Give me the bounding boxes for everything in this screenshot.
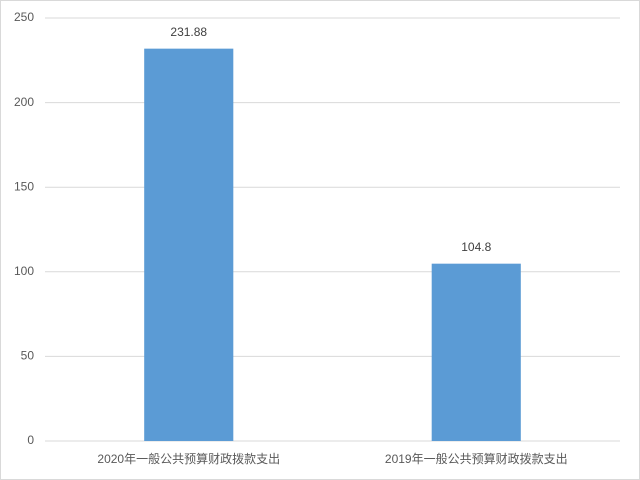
- y-tick-label: 50: [21, 349, 35, 363]
- bar: [431, 263, 521, 441]
- data-label: 231.88: [170, 25, 207, 39]
- y-tick-label: 100: [14, 264, 34, 278]
- bar: [144, 48, 234, 442]
- y-tick-label: 200: [14, 95, 34, 109]
- y-tick-label: 250: [14, 10, 34, 24]
- x-tick-label: 2019年一般公共预算财政拨款支出: [385, 451, 568, 466]
- y-tick-label: 150: [14, 179, 34, 193]
- x-tick-label: 2020年一般公共预算财政拨款支出: [97, 451, 280, 466]
- data-label: 104.8: [461, 240, 491, 254]
- y-tick-label: 0: [27, 433, 34, 447]
